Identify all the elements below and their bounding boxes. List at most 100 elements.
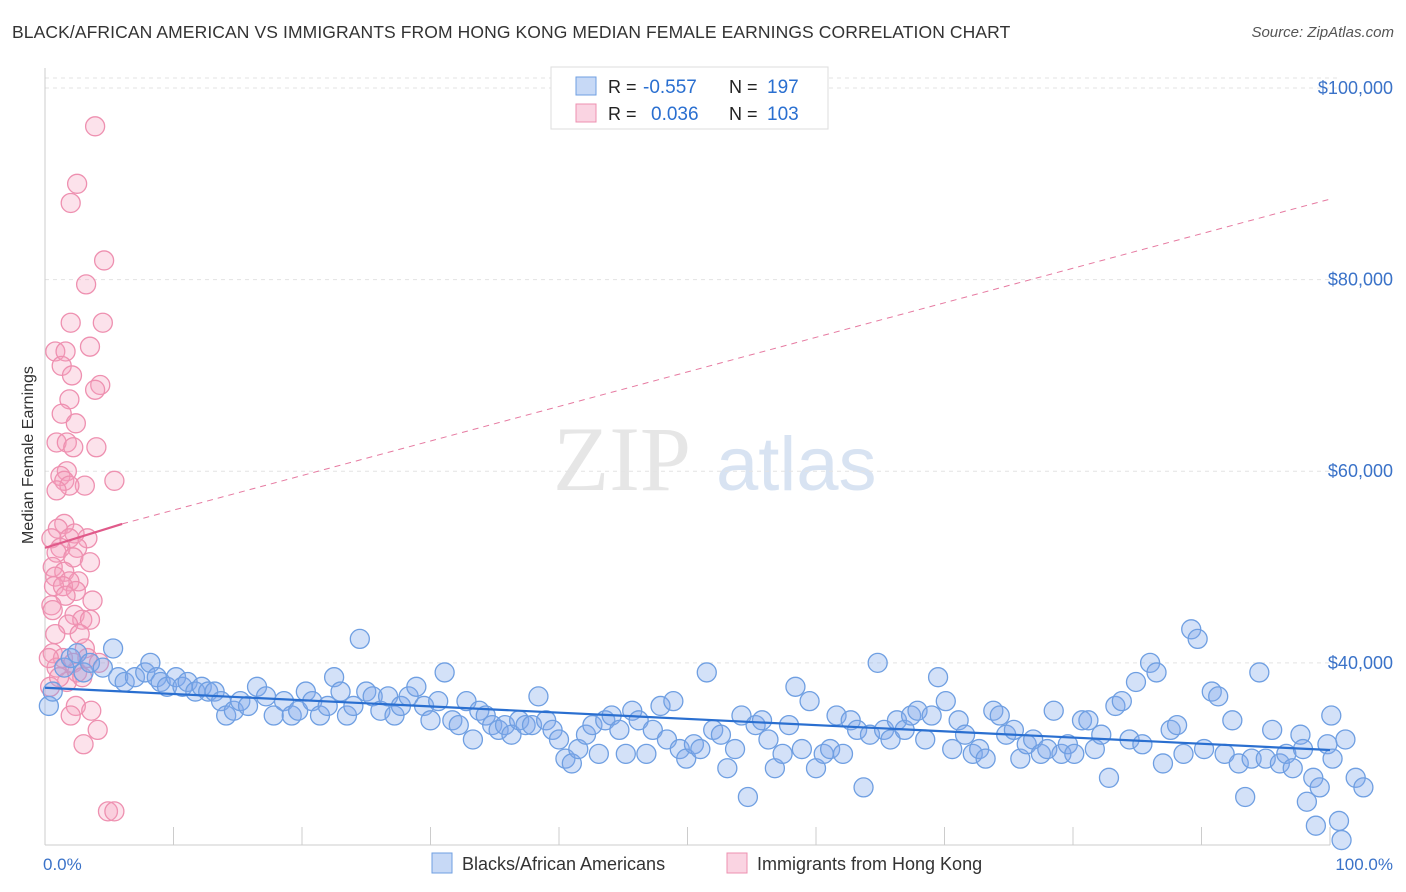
data-point — [853, 777, 874, 798]
data-point — [263, 705, 284, 726]
data-point — [791, 738, 813, 760]
data-point — [954, 724, 976, 745]
data-point — [650, 695, 671, 717]
data-point — [927, 667, 949, 688]
data-point — [1331, 829, 1352, 851]
data-point — [54, 561, 75, 582]
data-point — [846, 719, 868, 741]
chart-title: BLACK/AFRICAN AMERICAN VS IMMIGRANTS FRO… — [12, 22, 1011, 42]
data-point — [710, 724, 732, 745]
data-point — [38, 647, 60, 669]
data-point — [717, 758, 738, 779]
data-point — [880, 729, 901, 750]
stats-n-value-pink: 103 — [767, 104, 799, 125]
data-point — [1309, 777, 1330, 798]
data-point — [93, 250, 115, 271]
data-point — [1132, 734, 1153, 755]
data-point — [615, 743, 636, 765]
y-tick-label: $80,000 — [1328, 270, 1393, 290]
stats-r-value-blue: -0.557 — [643, 77, 697, 98]
data-point — [989, 705, 1010, 726]
data-point — [758, 729, 779, 750]
data-point — [772, 743, 793, 765]
gridlines — [45, 77, 1338, 664]
data-point — [690, 738, 711, 760]
y-tick-label: $100,000 — [1318, 78, 1393, 98]
data-point — [1187, 628, 1208, 650]
data-point — [1296, 791, 1318, 812]
data-point — [1321, 705, 1342, 726]
data-point — [942, 738, 963, 760]
data-point — [785, 676, 806, 697]
legend-label-pink: Immigrants from Hong Kong — [757, 854, 982, 874]
data-point — [1305, 815, 1327, 836]
watermark-zip: ZIP — [553, 408, 691, 510]
data-point — [55, 585, 76, 606]
data-point — [79, 552, 101, 573]
data-point — [832, 743, 854, 765]
watermark-atlas: atlas — [716, 422, 877, 507]
data-point — [84, 116, 106, 137]
data-point — [448, 714, 469, 736]
data-point — [751, 710, 773, 731]
data-point — [1335, 729, 1356, 750]
data-point — [867, 652, 888, 673]
data-point — [737, 786, 759, 808]
data-point — [86, 437, 107, 458]
data-point — [343, 695, 364, 717]
data-point — [1166, 714, 1188, 736]
data-point — [1222, 710, 1243, 731]
data-point — [636, 743, 657, 765]
stats-swatch-blue — [575, 76, 597, 96]
x-tick-label-max: 100.0% — [1335, 855, 1393, 874]
data-point — [287, 700, 309, 721]
data-point — [582, 714, 603, 736]
data-point — [79, 652, 101, 673]
axes — [44, 68, 1331, 846]
stats-legend: R = -0.557 N = 197 R = 0.036 N = 103 — [550, 66, 829, 130]
trend-lines — [44, 198, 1331, 752]
data-point — [1235, 786, 1256, 808]
data-point — [61, 365, 83, 386]
data-point — [799, 691, 820, 712]
x-tick-label-min: 0.0% — [43, 855, 82, 874]
data-point — [46, 432, 67, 453]
data-point — [1111, 691, 1132, 712]
data-point — [79, 609, 101, 630]
data-point — [255, 686, 277, 707]
data-point — [1228, 753, 1249, 774]
data-point — [92, 312, 113, 333]
data-point — [1146, 662, 1167, 683]
data-point — [1125, 671, 1147, 693]
data-point — [46, 480, 67, 501]
data-point — [63, 437, 84, 458]
data-point — [1208, 686, 1229, 707]
data-point — [45, 623, 66, 645]
data-point — [237, 695, 259, 717]
legend-label-blue: Blacks/African Americans — [462, 854, 665, 874]
data-point — [935, 691, 956, 712]
data-point — [79, 336, 101, 357]
trend-line-blue — [44, 686, 1331, 752]
stats-n-value-blue: 197 — [767, 77, 799, 98]
data-point — [51, 403, 72, 424]
data-point — [84, 379, 106, 400]
data-point — [92, 657, 113, 678]
data-point — [1193, 738, 1215, 760]
data-point — [65, 695, 86, 717]
data-point — [124, 667, 146, 688]
data-point — [87, 719, 108, 741]
data-point — [1071, 710, 1093, 731]
stats-n-label-blue: N = — [729, 77, 758, 97]
data-point — [548, 729, 570, 750]
data-point — [102, 638, 124, 659]
source-credit: Source: ZipAtlas.com — [1251, 24, 1394, 41]
y-tick-label: $60,000 — [1328, 461, 1393, 481]
data-point — [59, 475, 80, 496]
data-point — [642, 719, 663, 741]
data-point — [1328, 810, 1350, 832]
series-black-african-american — [38, 619, 1374, 851]
y-tick-labels: $40,000 $60,000 $80,000 $100,000 — [1318, 78, 1393, 673]
legend-swatch-pink — [726, 852, 748, 874]
stats-r-label-blue: R = — [608, 77, 637, 97]
